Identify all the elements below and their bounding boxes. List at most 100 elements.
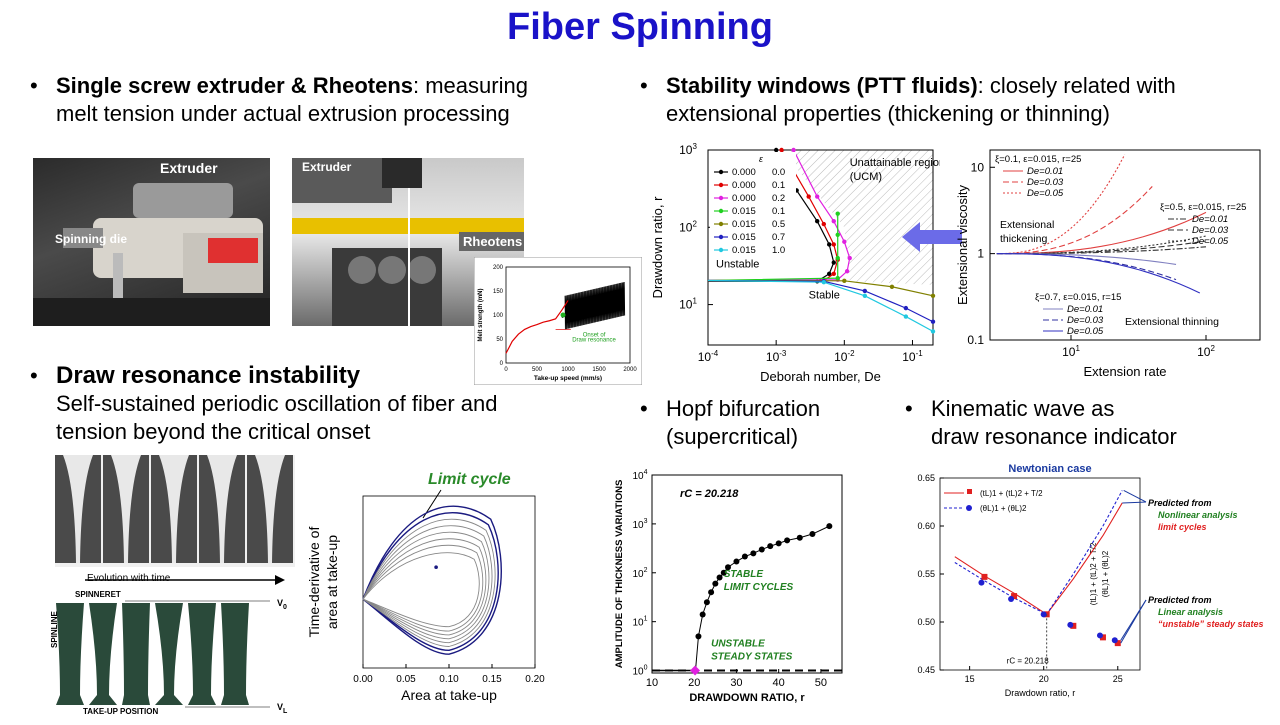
legend-header: ξ=0.1, ε=0.015, r=25 — [995, 154, 1081, 165]
spinline-shape — [188, 603, 216, 705]
curve-marker — [930, 293, 936, 298]
point-blue — [1096, 632, 1103, 639]
stability-window-chart: 10-4 10-3 10-2 10-1 101 102 103 Deborah number,… — [650, 142, 940, 384]
y-tick-exp: 1 — [692, 297, 697, 306]
pred2-line3: “unstable” steady states — [1158, 619, 1264, 629]
bullet-dot: • — [905, 396, 913, 421]
x-tick-label: 10-1 — [902, 349, 923, 364]
annotation-stable: Stable — [809, 289, 840, 301]
legend-xi: 0.7 — [772, 232, 785, 243]
x-axis-label: Extension rate — [1083, 364, 1166, 379]
bullet-extruder: • Single screw extruder & Rheotens: meas… — [30, 72, 630, 130]
amplitude-point — [775, 540, 782, 547]
legend-xi: 0.2 — [772, 193, 785, 204]
evolution-arrow-head — [275, 575, 285, 585]
x-tick-label: 102 — [1197, 344, 1215, 359]
amplitude-point — [826, 523, 833, 530]
y-tick-exp: 2 — [692, 219, 697, 228]
point-blue — [1111, 637, 1118, 644]
annotation-thinning: Extensional thinning — [1125, 316, 1219, 328]
curve-marker — [831, 218, 836, 224]
curve-marker — [862, 293, 868, 298]
legend-header: ξ=0.7, ε=0.015, r=15 — [1035, 292, 1121, 303]
bullet-heading: Single screw extruder & Rheotens — [56, 73, 413, 98]
point-red — [1099, 634, 1106, 641]
curve-marker — [889, 284, 895, 289]
label-spinning-die: Spinning die — [55, 232, 127, 246]
amplitude-point — [703, 599, 710, 606]
curve-5 — [996, 235, 1207, 255]
curve-marker — [831, 260, 836, 265]
limit-cycle-orbit — [362, 538, 487, 636]
melt-strength-chart: 0 500 1000 1500 2000 0 50 100 150 200 Take-up spee… — [474, 257, 642, 385]
limit-cycle-orbit — [362, 544, 484, 632]
y-tick-exp: 0 — [644, 665, 648, 672]
plot-frame — [651, 474, 843, 674]
x-axis-label: Take-up speed (mm/s) — [534, 375, 602, 382]
x-tick-exp: -4 — [711, 349, 719, 358]
limit-cycle-orbit — [362, 552, 480, 628]
y-axis-label: Melt strength (mN) — [478, 289, 484, 342]
pred2-line2: Linear analysis — [1158, 607, 1223, 617]
amplitude-point — [784, 537, 791, 544]
curve-marker — [791, 147, 796, 153]
label-extruder-2: Extruder — [302, 160, 352, 174]
pred1-arrow-1 — [1123, 490, 1147, 503]
legend-box — [710, 152, 796, 264]
curve-marker — [844, 269, 850, 274]
bullet-dot: • — [640, 73, 648, 98]
x-axis-label: DRAWDOWN RATIO, r — [689, 692, 805, 704]
y-tick-label: 50 — [496, 337, 503, 343]
amplitude-point — [695, 633, 702, 640]
bullet-text: Self-sustained periodic oscillation of f… — [56, 391, 498, 416]
bullet-dot: • — [640, 396, 648, 421]
slide-title: Fiber Spinning — [507, 6, 773, 48]
pred1-line2: Nonlinear analysis — [1158, 510, 1238, 520]
y-tick-exp: 4 — [644, 469, 648, 476]
kinematic-wave-chart: Newtonian case 15 20 25 0.45 0.50 0.55 0.60 0.65… — [917, 463, 1264, 698]
point-red — [1011, 593, 1018, 600]
legend-label: De=0.03 — [1067, 315, 1104, 326]
bullet-text: Kinematic wave as — [931, 396, 1115, 421]
curve-marker — [831, 242, 836, 247]
amplitude-point — [725, 564, 731, 571]
legend-header: ξ=0.5, ε=0.015, r=25 — [1160, 202, 1246, 213]
x-tick-label: 2000 — [623, 367, 637, 373]
amplitude-point — [758, 546, 765, 553]
label-spinneret: SPINNERET — [75, 590, 121, 599]
fiber-shape — [63, 455, 93, 563]
x-axis-label: Deborah number, De — [760, 369, 881, 384]
y-axis-label: Extensional viscosity — [955, 185, 970, 305]
limit-cycle-orbit — [362, 531, 490, 640]
annotation-text: Onset of — [583, 333, 606, 339]
start-point — [434, 565, 438, 569]
point-blue — [978, 579, 985, 586]
legend-marker — [718, 182, 724, 188]
amplitude-point — [767, 543, 774, 550]
curve-marker — [842, 278, 847, 284]
pred1-line3: limit cycles — [1158, 522, 1207, 532]
legend-label: De=0.05 — [1192, 236, 1229, 247]
y-tick-label: 150 — [493, 289, 504, 295]
legend-marker-red — [967, 489, 972, 494]
curve-marker — [835, 211, 840, 216]
legend-label: De=0.01 — [1027, 166, 1063, 177]
label-rheotens: Rheotens — [459, 232, 524, 251]
x-axis-label: Drawdown ratio, r — [1005, 688, 1076, 698]
curve-marker — [903, 314, 909, 319]
legend-label-2: (θL)1 + (θL)2 — [980, 504, 1027, 513]
y-tick-label: 102 — [679, 219, 697, 234]
y-tick-label: 0 — [500, 361, 504, 367]
bullet-kinematic-wave: • Kinematic wave as draw resonance indica… — [905, 395, 1235, 453]
x-tick-label: 1000 — [561, 367, 575, 373]
x-tick-exp: 2 — [1210, 344, 1215, 353]
bullet-hopf: • Hopf bifurcation (supercritical) — [640, 395, 880, 453]
legend-label: De=0.01 — [1067, 304, 1103, 315]
point-blue — [1067, 621, 1074, 628]
y-tick-label: 104 — [632, 469, 647, 482]
x-tick-label: 0 — [504, 367, 508, 373]
bullet-heading: Draw resonance instability — [56, 362, 361, 389]
extruder-photo: Extruder Spinning die — [33, 158, 270, 326]
bullet-draw-resonance: • Draw resonance instability Self-sustain… — [30, 362, 590, 452]
